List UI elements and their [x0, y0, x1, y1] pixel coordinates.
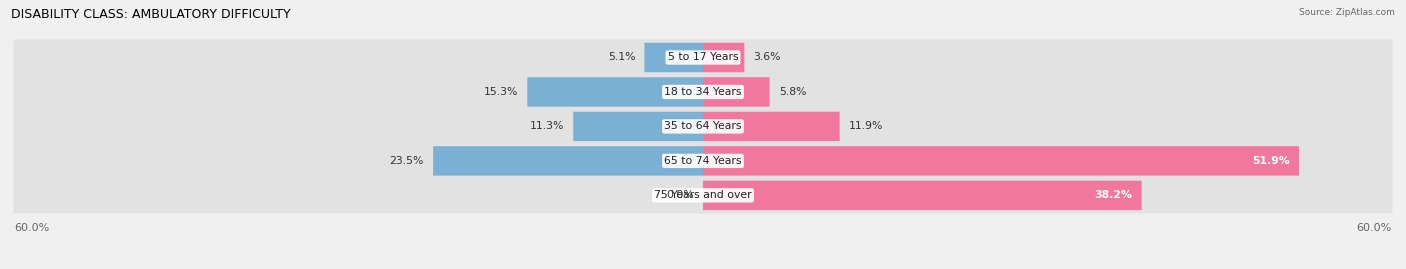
Text: 15.3%: 15.3%	[484, 87, 519, 97]
FancyBboxPatch shape	[703, 181, 1142, 210]
FancyBboxPatch shape	[703, 146, 1299, 176]
Text: 3.6%: 3.6%	[754, 52, 780, 62]
FancyBboxPatch shape	[14, 108, 1392, 144]
Text: 23.5%: 23.5%	[389, 156, 425, 166]
FancyBboxPatch shape	[703, 112, 839, 141]
Text: 18 to 34 Years: 18 to 34 Years	[664, 87, 742, 97]
FancyBboxPatch shape	[433, 146, 703, 176]
FancyBboxPatch shape	[14, 40, 1392, 76]
Text: 60.0%: 60.0%	[14, 223, 49, 233]
Text: 60.0%: 60.0%	[1357, 223, 1392, 233]
FancyBboxPatch shape	[574, 112, 703, 141]
Text: 75 Years and over: 75 Years and over	[654, 190, 752, 200]
FancyBboxPatch shape	[14, 143, 1392, 179]
FancyBboxPatch shape	[703, 77, 769, 107]
Text: 11.3%: 11.3%	[530, 121, 564, 132]
Text: 5.1%: 5.1%	[607, 52, 636, 62]
Text: 38.2%: 38.2%	[1094, 190, 1132, 200]
FancyBboxPatch shape	[14, 74, 1392, 110]
Text: 5.8%: 5.8%	[779, 87, 806, 97]
Text: 35 to 64 Years: 35 to 64 Years	[664, 121, 742, 132]
FancyBboxPatch shape	[14, 177, 1392, 213]
FancyBboxPatch shape	[644, 43, 703, 72]
Text: DISABILITY CLASS: AMBULATORY DIFFICULTY: DISABILITY CLASS: AMBULATORY DIFFICULTY	[11, 8, 291, 21]
Text: 11.9%: 11.9%	[849, 121, 883, 132]
Text: Source: ZipAtlas.com: Source: ZipAtlas.com	[1299, 8, 1395, 17]
FancyBboxPatch shape	[703, 43, 744, 72]
Text: 51.9%: 51.9%	[1251, 156, 1289, 166]
FancyBboxPatch shape	[527, 77, 703, 107]
Text: 5 to 17 Years: 5 to 17 Years	[668, 52, 738, 62]
Text: 0.0%: 0.0%	[666, 190, 693, 200]
Text: 65 to 74 Years: 65 to 74 Years	[664, 156, 742, 166]
